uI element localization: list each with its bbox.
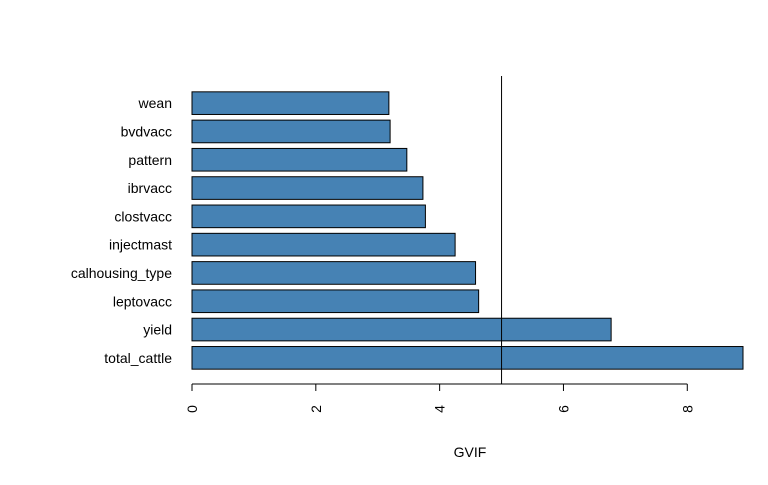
bar-bvdvacc [191, 119, 391, 144]
bar-wean [191, 91, 390, 115]
x-tick-label-6: 6 [555, 405, 571, 413]
category-label-calhousing-type: calhousing_type [71, 265, 172, 281]
category-label-ibrvacc: ibrvacc [128, 180, 172, 196]
bar-ibrvacc [191, 176, 424, 200]
category-labels-layer: wean bvdvacc pattern ibrvacc clostvacc inject… [71, 95, 172, 366]
bar-injectmast [191, 232, 456, 257]
x-tick-label-2: 2 [308, 405, 324, 413]
bars-layer [191, 91, 744, 370]
category-label-total-cattle: total_cattle [104, 350, 172, 366]
x-tick-label-4: 4 [432, 405, 448, 413]
category-label-wean: wean [138, 95, 172, 111]
x-tick-label-8: 8 [679, 405, 695, 413]
x-axis-title: GVIF [454, 444, 487, 460]
category-label-yield: yield [143, 322, 172, 338]
bar-pattern [191, 147, 408, 172]
bar-total-cattle [191, 346, 744, 370]
bar-calhousing-type [191, 261, 477, 285]
bar-clostvacc [191, 204, 426, 229]
bar-leptovacc [191, 289, 480, 314]
category-label-pattern: pattern [128, 152, 172, 168]
category-label-bvdvacc: bvdvacc [121, 123, 172, 139]
x-axis: 0 2 4 6 8 [184, 383, 695, 413]
x-tick-label-0: 0 [184, 405, 200, 413]
category-label-clostvacc: clostvacc [114, 208, 172, 224]
category-label-leptovacc: leptovacc [113, 293, 172, 309]
bar-yield [191, 317, 612, 342]
category-label-injectmast: injectmast [109, 237, 172, 253]
